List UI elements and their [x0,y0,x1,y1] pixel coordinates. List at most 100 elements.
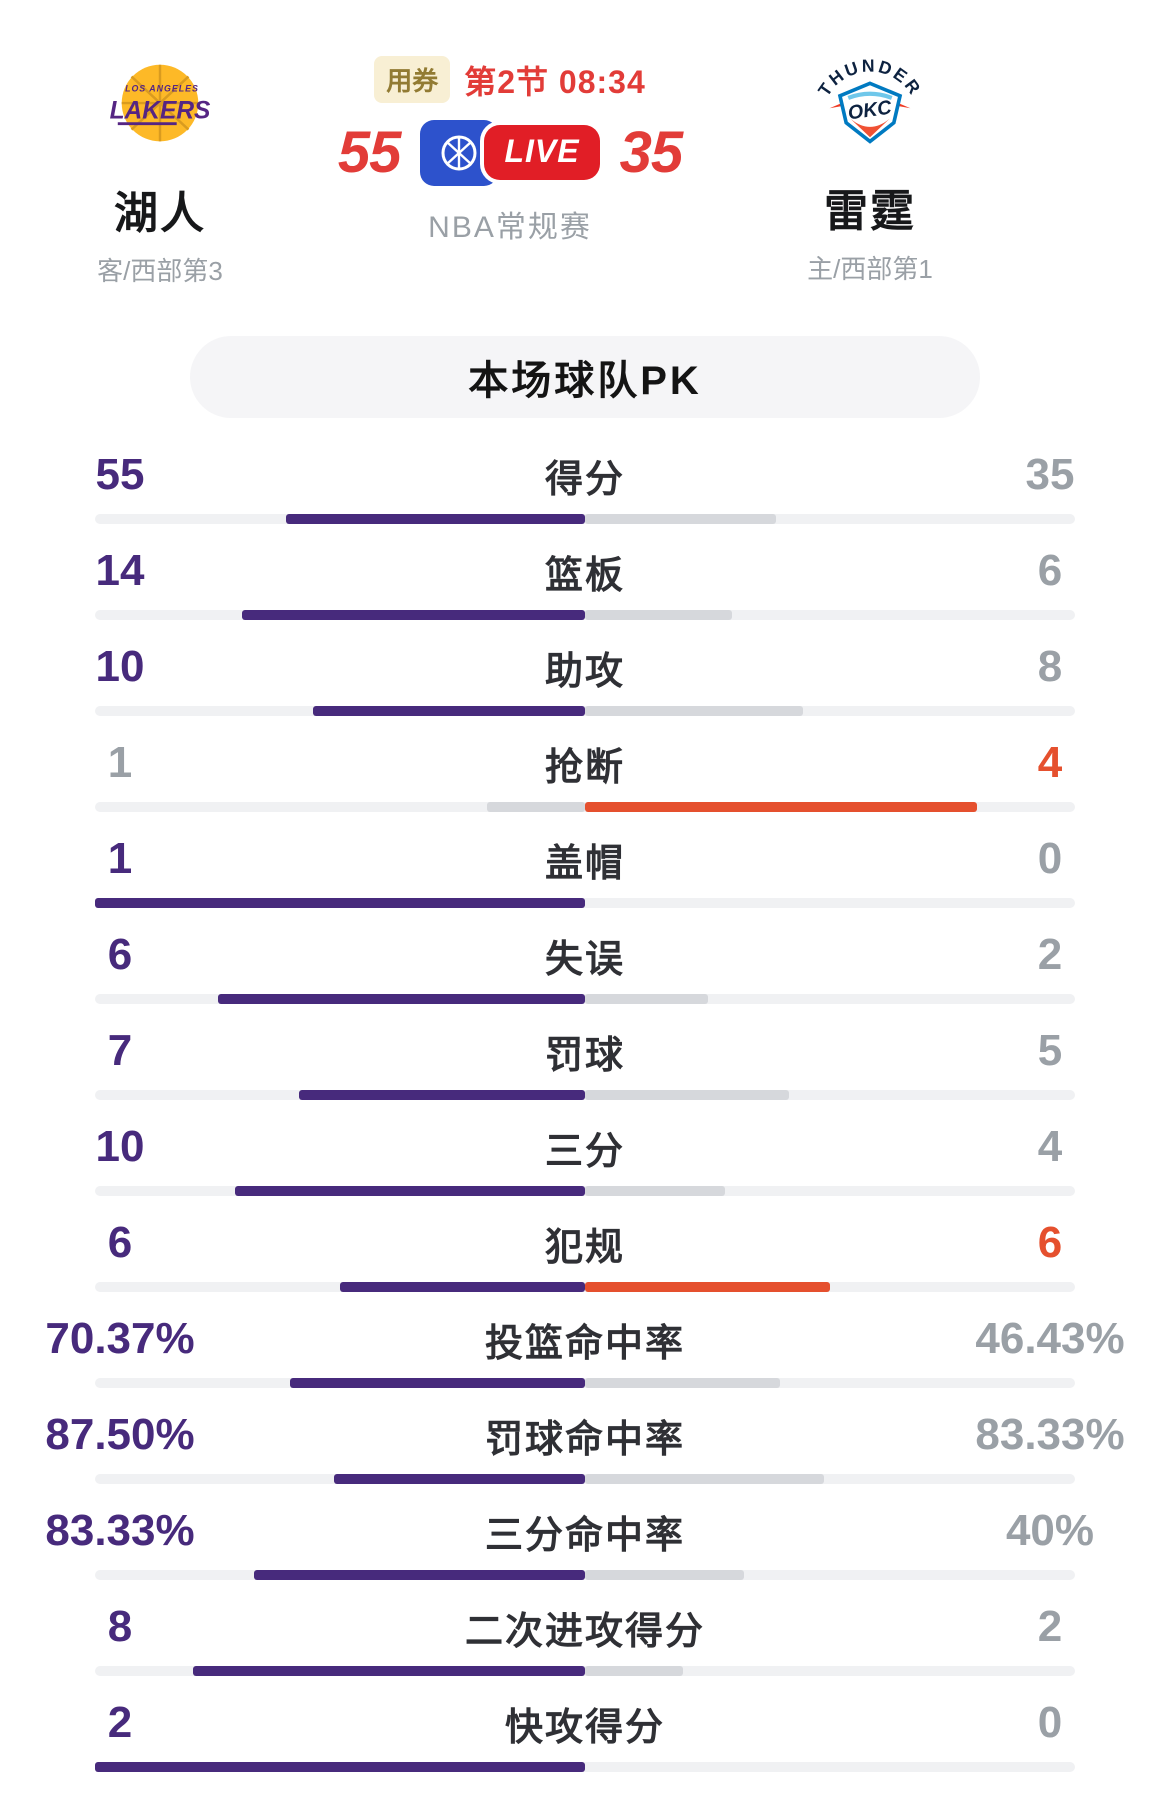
away-stat-value: 1 [107,834,133,883]
stat-label: 投篮命中率 [484,1322,685,1365]
home-stat-bar [585,1570,744,1580]
team-home[interactable]: THUNDER OKC 雷霆 主/西部第1 [760,44,980,286]
stat-label: 二次进攻得分 [464,1610,705,1653]
home-stat-value: 35 [1025,450,1075,499]
away-stat-bar [193,1666,585,1676]
stat-bar-track [95,1282,1075,1292]
stat-bar-track [95,994,1075,1004]
home-stat-bar [585,994,708,1004]
home-stat-value: 0 [1037,1698,1063,1747]
home-stat-bar [585,610,732,620]
away-stat-value: 83.33% [45,1506,195,1555]
home-stat-bar [585,706,803,716]
stat-bar-track [95,706,1075,716]
away-stat-bar [299,1090,585,1100]
away-stat-value: 6 [107,930,133,979]
stat-row: 7 罚球 5 [0,1024,1170,1120]
team-away[interactable]: LOS ANGELES LAKERS 湖人 客/西部第3 [50,52,270,288]
stat-row: 14 篮板 6 [0,544,1170,640]
home-stat-value: 4 [1037,738,1063,787]
away-stat-bar [95,1762,585,1772]
away-stat-bar [95,898,585,908]
home-stat-value: 8 [1037,642,1063,691]
home-stat-value: 5 [1037,1026,1063,1075]
away-stat-bar [289,1378,585,1388]
stat-row: 6 犯规 6 [0,1216,1170,1312]
thunder-logo[interactable]: THUNDER OKC [813,44,927,158]
home-team-rank: 主/西部第1 [807,254,933,284]
pk-title: 本场球队PK [468,359,702,403]
match-header: LOS ANGELES LAKERS 湖人 客/西部第3 用券 第2节 08:3… [0,0,1170,286]
stat-label: 盖帽 [544,842,625,885]
stat-row: 55 得分 35 [0,448,1170,544]
away-team-name: 湖人 [114,189,206,238]
stat-label: 快攻得分 [504,1706,665,1749]
home-stat-bar [585,802,977,812]
home-stat-bar [585,1186,725,1196]
home-stat-value: 2 [1037,1602,1063,1651]
away-stat-value: 55 [95,450,145,499]
stat-label: 篮板 [544,554,625,597]
away-stat-bar [253,1570,585,1580]
stat-bar-track [95,610,1075,620]
stat-label: 犯规 [544,1226,625,1269]
stat-bar-track [95,1090,1075,1100]
away-stat-bar [235,1186,585,1196]
lakers-logo[interactable]: LOS ANGELES LAKERS [106,52,214,160]
home-stat-value: 0 [1037,834,1063,883]
away-stat-bar [312,706,585,716]
stat-label: 三分 [544,1130,625,1173]
stat-bar-track [95,1186,1075,1196]
away-stat-value: 7 [107,1026,133,1075]
stat-bar-track [95,1666,1075,1676]
stat-label: 抢断 [544,746,625,789]
pk-title-pill: 本场球队PK [190,336,980,418]
stat-bar-track [95,1762,1075,1772]
stat-label: 失误 [544,938,625,981]
away-stat-bar [217,994,585,1004]
score-center: 用券 第2节 08:34 55 LIVE 35 NBA常规赛 [320,56,700,246]
stat-label: 三分命中率 [484,1514,685,1557]
stat-row: 87.50% 罚球命中率 83.33% [0,1408,1170,1504]
home-stat-value: 6 [1037,1218,1063,1267]
stat-label: 罚球命中率 [484,1418,685,1461]
coupon-badge[interactable]: 用券 [374,56,451,103]
away-stat-bar [487,802,585,812]
stat-row: 8 二次进攻得分 2 [0,1600,1170,1696]
away-stat-value: 8 [107,1602,133,1651]
stat-bar-track [95,1570,1075,1580]
away-stat-value: 87.50% [45,1410,195,1459]
stat-label: 得分 [544,458,625,501]
stat-row: 1 盖帽 0 [0,832,1170,928]
home-stat-bar [585,1474,825,1484]
home-score: 35 [619,120,684,185]
home-stat-bar [585,514,776,524]
away-score: 55 [337,120,402,185]
stat-label: 罚球 [544,1034,625,1077]
stat-row: 6 失误 2 [0,928,1170,1024]
live-button[interactable]: LIVE [420,119,600,186]
stat-row: 10 助攻 8 [0,640,1170,736]
away-stat-value: 70.37% [45,1314,195,1363]
away-team-rank: 客/西部第3 [97,256,223,286]
home-stat-value: 83.33% [975,1410,1125,1459]
home-stat-value: 46.43% [975,1314,1125,1363]
game-clock: 第2节 08:34 [464,63,646,100]
home-stat-bar [585,1090,790,1100]
stat-bar-track [95,1378,1075,1388]
away-stat-value: 14 [95,546,145,595]
home-stat-value: 4 [1037,1122,1063,1171]
away-stat-value: 1 [107,738,133,787]
stat-bar-track [95,898,1075,908]
away-stat-bar [242,610,585,620]
stat-bar-track [95,802,1075,812]
home-stat-value: 40% [1005,1506,1095,1555]
lakers-logo-city-text: LOS ANGELES [125,83,199,93]
stat-row: 83.33% 三分命中率 40% [0,1504,1170,1600]
stat-label: 助攻 [544,650,625,693]
home-team-name: 雷霆 [824,187,916,236]
away-stat-value: 10 [95,642,145,691]
home-stat-bar [585,1666,683,1676]
stat-row: 10 三分 4 [0,1120,1170,1216]
stat-row: 1 抢断 4 [0,736,1170,832]
